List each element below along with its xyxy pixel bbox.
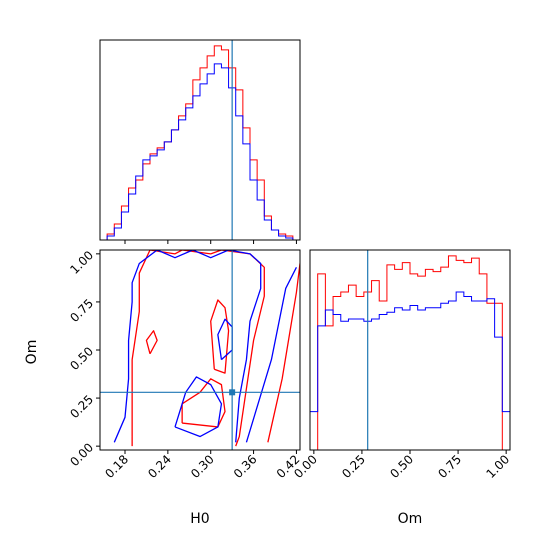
om-hist-series-1 [309, 291, 511, 450]
joint-y-tick-label-3: 0.75 [67, 296, 96, 325]
om-marginal-tick-label-2: 0.50 [387, 452, 416, 481]
joint-x-tick-label-0: 0.18 [102, 452, 131, 481]
h0-marginal-frame [99, 39, 301, 241]
om-marginal-panel: 0.00 0.25 0.50 0.75 1.00 [291, 249, 512, 481]
h0-axis-label: H0 [190, 511, 209, 527]
h0-marginal-panel [99, 39, 301, 244]
om-axis-label: Om [24, 340, 40, 365]
joint-contour-1-3 [217, 318, 233, 361]
om-marginal-tick-label-1: 0.25 [339, 452, 368, 481]
om-hist-series-0 [310, 255, 510, 451]
joint-frame [99, 249, 301, 451]
joint-contour-0-3 [267, 263, 300, 443]
h0-hist-series-0 [100, 45, 300, 241]
om-marginal-tick-label-4: 1.00 [483, 452, 512, 481]
om-marginal-frame [309, 249, 511, 451]
joint-contour-1-1 [174, 376, 223, 438]
joint-y-tick-label-0: 0.00 [67, 440, 96, 469]
joint-y-tick-label-2: 0.50 [67, 344, 96, 373]
om-marginal-tick-label-3: 0.75 [435, 452, 464, 481]
joint-truth-marker [229, 389, 236, 396]
joint-contour-0-1 [181, 378, 226, 428]
joint-contour-1-0 [113, 250, 262, 443]
joint-contour-0-2 [210, 299, 230, 374]
joint-contour-1-2 [245, 267, 298, 443]
joint-y-tick-label-4: 1.00 [67, 248, 96, 277]
h0-om-joint-panel: 0.18 0.24 0.30 0.36 0.42 0.000.250.500.751.0… [67, 248, 302, 481]
om-marginal-axis-label: Om [398, 511, 423, 527]
joint-x-tick-label-1: 0.24 [145, 452, 174, 481]
joint-x-tick-label-3: 0.36 [231, 452, 260, 481]
joint-y-tick-label-1: 0.25 [67, 392, 96, 421]
h0-hist-series-1 [100, 63, 300, 241]
joint-contour-0-0 [131, 250, 265, 447]
joint-contour-0-4 [145, 330, 158, 355]
joint-x-tick-label-2: 0.30 [188, 452, 217, 481]
